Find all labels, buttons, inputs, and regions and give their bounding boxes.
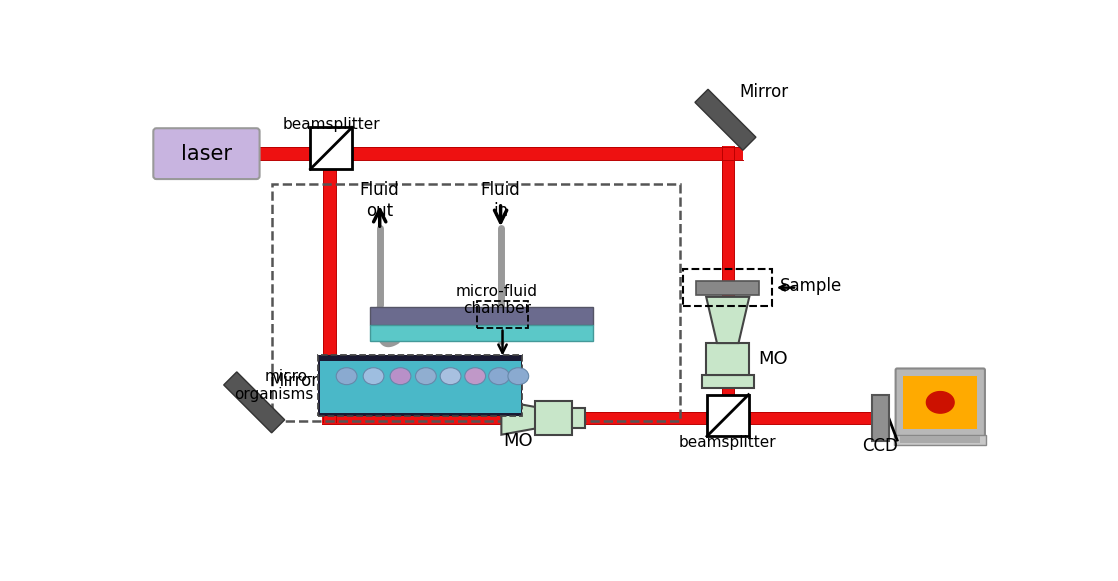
Ellipse shape [508, 368, 529, 385]
Bar [323, 153, 335, 422]
Bar [536, 401, 572, 435]
Ellipse shape [465, 368, 485, 385]
Text: MO: MO [758, 350, 788, 368]
Text: beamsplitter: beamsplitter [679, 435, 777, 450]
Bar [721, 146, 733, 425]
Polygon shape [927, 392, 954, 413]
Text: micro-fluid
chamber: micro-fluid chamber [456, 284, 538, 316]
Polygon shape [695, 89, 756, 150]
Ellipse shape [363, 368, 383, 385]
Bar [272, 184, 680, 421]
Bar [900, 436, 980, 443]
Bar [683, 269, 773, 306]
Bar [256, 148, 743, 160]
Text: Fluid
in: Fluid in [481, 181, 521, 220]
Bar [572, 408, 585, 428]
Ellipse shape [440, 368, 461, 385]
Bar [477, 301, 528, 328]
Text: Mirror: Mirror [739, 83, 788, 101]
Polygon shape [707, 297, 749, 343]
Bar [370, 307, 593, 325]
Bar [319, 354, 522, 416]
FancyBboxPatch shape [153, 128, 259, 179]
Bar [707, 394, 749, 436]
Text: Mirror: Mirror [269, 372, 319, 389]
Text: micro-
organisms: micro- organisms [234, 369, 313, 401]
Text: Fluid
out: Fluid out [360, 181, 399, 220]
Bar [311, 127, 352, 169]
Bar [697, 281, 759, 295]
Text: Sample: Sample [780, 277, 842, 295]
Bar [894, 435, 986, 446]
Ellipse shape [489, 368, 510, 385]
Text: MO: MO [503, 432, 533, 450]
Text: CCD: CCD [862, 437, 898, 455]
Polygon shape [501, 401, 536, 435]
Bar [872, 394, 889, 441]
Bar [322, 411, 889, 424]
Bar [903, 376, 977, 429]
Polygon shape [224, 372, 285, 433]
Bar [320, 361, 521, 413]
Text: laser: laser [181, 144, 231, 164]
Ellipse shape [416, 368, 436, 385]
Ellipse shape [390, 368, 411, 385]
Bar [702, 375, 754, 388]
Bar [707, 343, 749, 375]
Ellipse shape [337, 368, 357, 385]
FancyBboxPatch shape [896, 368, 985, 436]
Text: beamsplitter: beamsplitter [283, 117, 380, 132]
Bar [370, 325, 593, 341]
